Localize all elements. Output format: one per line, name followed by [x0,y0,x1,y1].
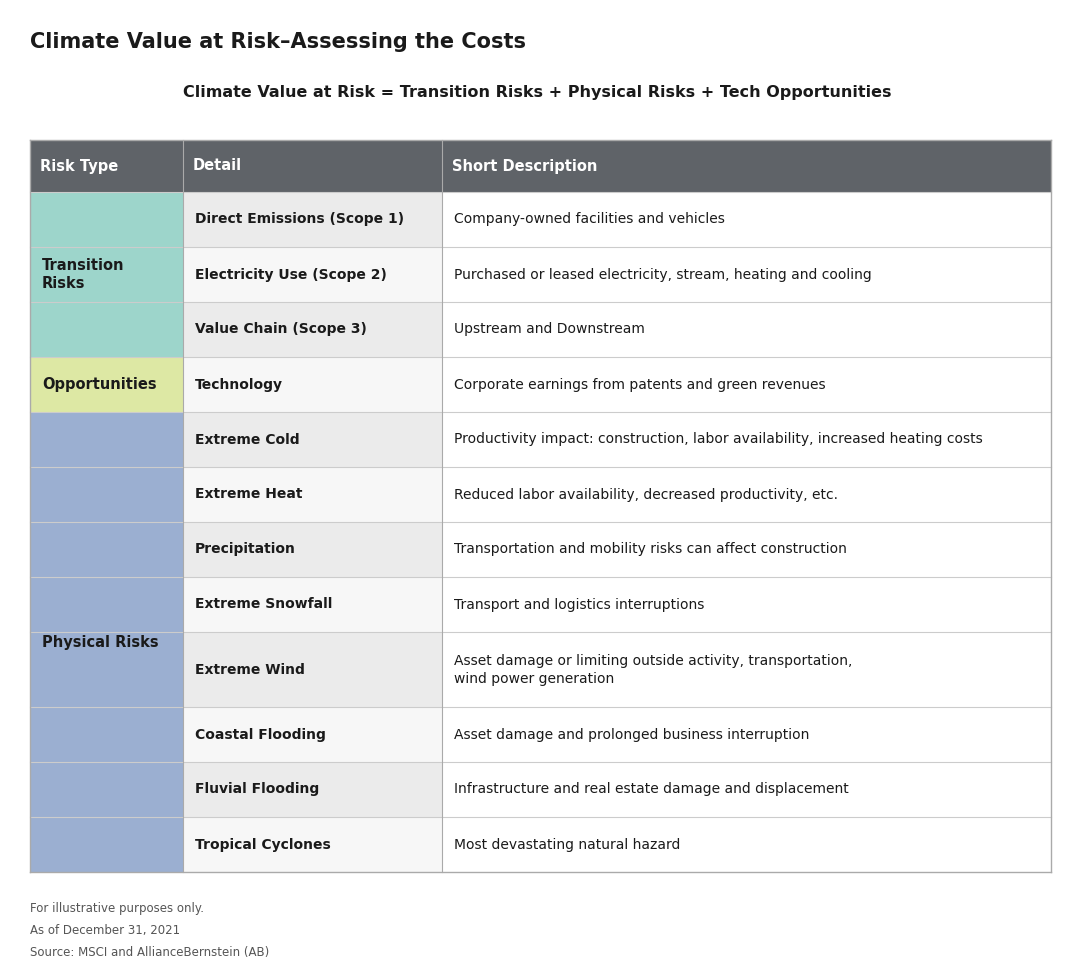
Text: Infrastructure and real estate damage and displacement: Infrastructure and real estate damage an… [454,782,848,797]
Text: Risk Type: Risk Type [40,158,118,174]
Text: Opportunities: Opportunities [42,377,157,392]
Text: Company-owned facilities and vehicles: Company-owned facilities and vehicles [454,213,725,226]
Bar [442,302,1061,357]
Text: Direct Emissions (Scope 1): Direct Emissions (Scope 1) [195,213,404,226]
Text: Productivity impact: construction, labor availability, increased heating costs: Productivity impact: construction, labor… [454,433,983,446]
Text: Source: MSCI and AllianceBernstein (AB): Source: MSCI and AllianceBernstein (AB) [30,946,270,959]
Bar [183,412,442,467]
Bar [183,707,442,762]
Text: Extreme Cold: Extreme Cold [195,433,300,446]
Text: Value Chain (Scope 3): Value Chain (Scope 3) [195,323,367,336]
Text: wind power generation: wind power generation [454,671,614,686]
Text: Physical Risks: Physical Risks [42,635,159,649]
Text: Short Description: Short Description [452,158,597,174]
Bar [442,412,1061,467]
Text: Upstream and Downstream: Upstream and Downstream [454,323,644,336]
Bar [442,192,1061,247]
Bar [442,762,1061,817]
Bar [442,817,1061,872]
Bar [30,357,183,412]
Text: Technology: Technology [195,378,284,391]
Text: Asset damage and prolonged business interruption: Asset damage and prolonged business inte… [454,727,810,742]
Bar [183,522,442,577]
Text: Climate Value at Risk = Transition Risks + Physical Risks + Tech Opportunities: Climate Value at Risk = Transition Risks… [183,84,891,99]
Text: Climate Value at Risk–Assessing the Costs: Climate Value at Risk–Assessing the Cost… [30,32,526,52]
Bar [442,632,1061,707]
Bar [183,302,442,357]
Text: As of December 31, 2021: As of December 31, 2021 [30,924,180,937]
Text: Electricity Use (Scope 2): Electricity Use (Scope 2) [195,268,387,281]
Text: Precipitation: Precipitation [195,543,295,556]
Text: Fluvial Flooding: Fluvial Flooding [195,782,319,797]
Bar [183,357,442,412]
Text: Extreme Wind: Extreme Wind [195,663,305,676]
Text: Reduced labor availability, decreased productivity, etc.: Reduced labor availability, decreased pr… [454,488,838,501]
Text: Detail: Detail [193,158,242,174]
Bar [30,412,183,872]
Bar [442,577,1061,632]
Text: Extreme Heat: Extreme Heat [195,488,303,501]
Bar [442,467,1061,522]
Text: Transportation and mobility risks can affect construction: Transportation and mobility risks can af… [454,543,847,556]
Bar [30,192,183,357]
Text: Tropical Cyclones: Tropical Cyclones [195,838,331,851]
Bar [183,577,442,632]
Bar [183,192,442,247]
Text: Purchased or leased electricity, stream, heating and cooling: Purchased or leased electricity, stream,… [454,268,872,281]
Bar [442,707,1061,762]
Bar [183,467,442,522]
Bar [183,762,442,817]
Bar [183,632,442,707]
Bar [442,247,1061,302]
Text: For illustrative purposes only.: For illustrative purposes only. [30,902,204,915]
Text: Transition
Risks: Transition Risks [42,258,125,291]
Bar [442,522,1061,577]
Text: Transport and logistics interruptions: Transport and logistics interruptions [454,598,705,611]
Bar [442,357,1061,412]
Text: Most devastating natural hazard: Most devastating natural hazard [454,838,680,851]
Text: Corporate earnings from patents and green revenues: Corporate earnings from patents and gree… [454,378,826,391]
Bar [183,817,442,872]
Text: Coastal Flooding: Coastal Flooding [195,727,325,742]
Text: Asset damage or limiting outside activity, transportation,: Asset damage or limiting outside activit… [454,654,853,668]
Bar [30,140,1051,192]
Bar [183,247,442,302]
Text: Extreme Snowfall: Extreme Snowfall [195,598,332,611]
